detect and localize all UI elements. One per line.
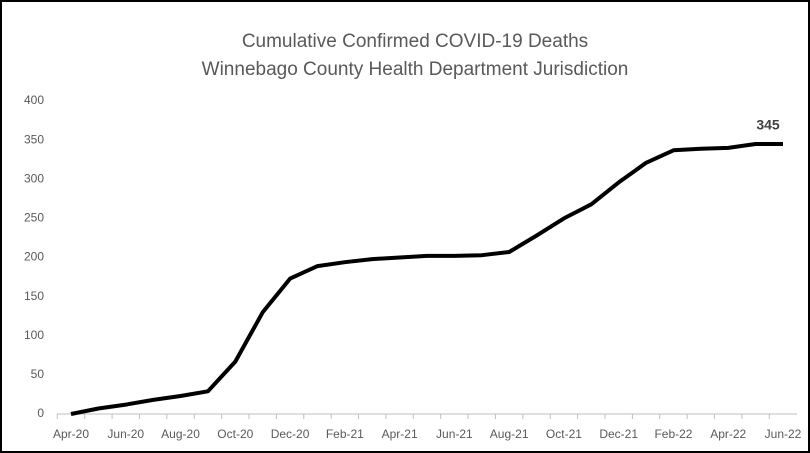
x-tick-label: Aug-21 (490, 427, 529, 441)
chart-title: Cumulative Confirmed COVID-19 Deaths (242, 31, 588, 52)
x-tick-label: Jun-22 (765, 427, 802, 441)
y-tick-label: 300 (24, 171, 44, 185)
x-tick-label: Apr-20 (53, 427, 89, 441)
x-tick-label: Feb-22 (654, 427, 692, 441)
x-tick-label: Jun-21 (436, 427, 473, 441)
x-tick-label: Jun-20 (107, 427, 144, 441)
x-tick-label: Apr-21 (382, 427, 418, 441)
line-series (70, 142, 783, 416)
x-tick-label: Oct-20 (217, 427, 253, 441)
chart-subtitle: Winnebago County Health Department Juris… (202, 59, 629, 80)
y-tick-label: 50 (31, 367, 45, 381)
data-label: 345 (756, 117, 780, 133)
x-tick-label: Oct-21 (546, 427, 582, 441)
y-tick-label: 350 (24, 132, 44, 146)
x-tick-label: Feb-21 (326, 427, 364, 441)
x-tick-label: Apr-22 (710, 427, 746, 441)
x-tick-label: Aug-20 (161, 427, 200, 441)
y-tick-label: 100 (24, 328, 44, 342)
y-tick-label: 150 (24, 289, 44, 303)
x-tick-label: Dec-21 (599, 427, 638, 441)
y-tick-label: 200 (24, 250, 44, 264)
y-tick-label: 400 (24, 93, 44, 107)
y-tick-label: 250 (24, 211, 44, 225)
y-tick-label: 0 (37, 406, 44, 420)
x-tick-label: Dec-20 (271, 427, 310, 441)
